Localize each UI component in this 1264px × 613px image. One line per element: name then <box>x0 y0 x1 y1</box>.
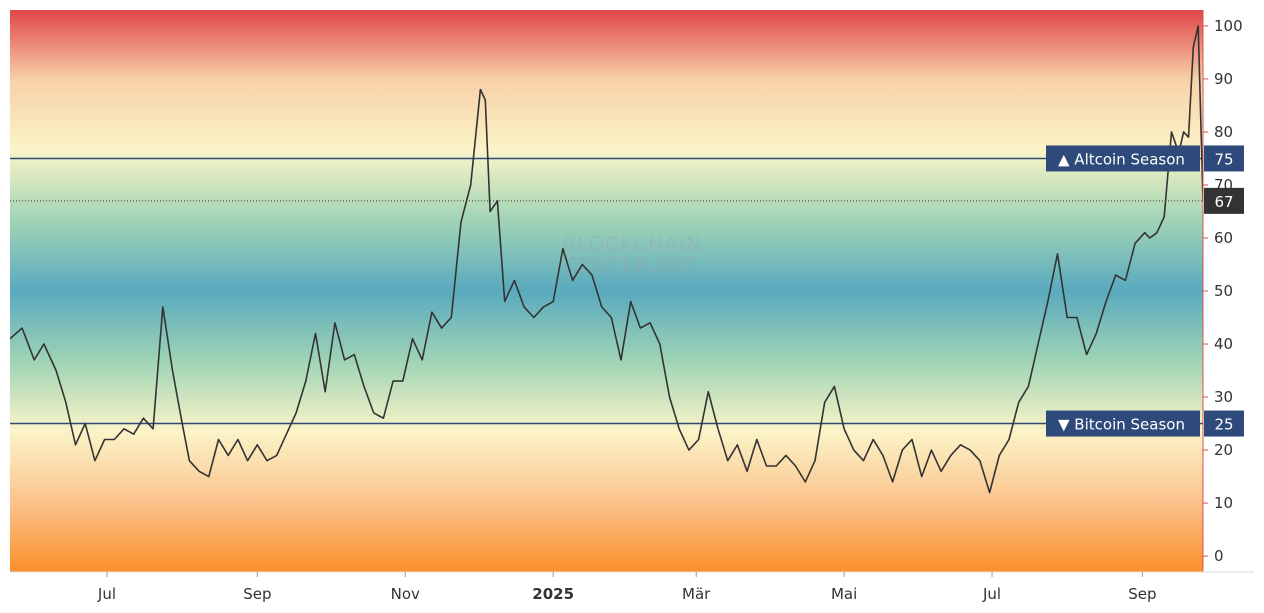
x-tick-label: Sep <box>243 585 271 603</box>
y-tick-label: 60 <box>1214 229 1233 247</box>
x-tick-label: Sep <box>1128 585 1156 603</box>
reference-badge: ▼ Bitcoin Season 25 <box>1046 410 1244 437</box>
x-tick-label: 2025 <box>532 585 574 603</box>
y-tick-label: 90 <box>1214 70 1233 88</box>
x-axis: Jul Sep Nov 2025 Mär Mai Jul Sep <box>97 572 1157 603</box>
x-tick-label: Jul <box>97 585 116 603</box>
x-tick-label: Mär <box>682 585 711 603</box>
y-tick-label: 40 <box>1214 335 1233 353</box>
reference-badges: ▲ Altcoin Season 75 ▼ Bitcoin Season 25 67 <box>1046 145 1244 437</box>
series-layer <box>10 25 1203 494</box>
reference-value-text: 75 <box>1214 150 1233 168</box>
series-line <box>10 25 1203 494</box>
axis-background <box>1203 10 1254 572</box>
plot-background <box>10 10 1203 572</box>
y-tick-label: 10 <box>1214 494 1233 512</box>
reference-lines <box>10 157 1203 425</box>
reference-value-box <box>1204 145 1244 172</box>
reference-badge: ▲ Altcoin Season 75 <box>1046 145 1244 172</box>
reference-label-text: ▲ Altcoin Season <box>1058 150 1185 168</box>
reference-label-box <box>1046 410 1200 437</box>
watermark: BLOCKCHAIN CENTER.NET <box>562 232 701 277</box>
reference-value-box <box>1204 410 1244 437</box>
reference-value-text: 25 <box>1214 416 1233 434</box>
y-tick-label: 0 <box>1214 547 1224 565</box>
reference-label-box <box>1046 145 1200 172</box>
y-tick-label: 50 <box>1214 282 1233 300</box>
watermark-line-1: BLOCKCHAIN <box>562 232 701 256</box>
x-tick-label: Jul <box>982 585 1001 603</box>
y-tick-label: 80 <box>1214 123 1233 141</box>
current-value-badge: 67 <box>1204 187 1244 214</box>
x-tick-label: Mai <box>831 585 857 603</box>
y-tick-label: 30 <box>1214 388 1233 406</box>
y-tick-label: 100 <box>1214 17 1243 35</box>
current-value-text: 67 <box>1214 193 1233 211</box>
watermark-line-2: CENTER.NET <box>564 253 700 277</box>
reference-label-text: ▼ Bitcoin Season <box>1058 416 1185 434</box>
x-tick-label: Nov <box>391 585 420 603</box>
y-tick-label: 20 <box>1214 441 1233 459</box>
current-value-box <box>1204 187 1244 214</box>
